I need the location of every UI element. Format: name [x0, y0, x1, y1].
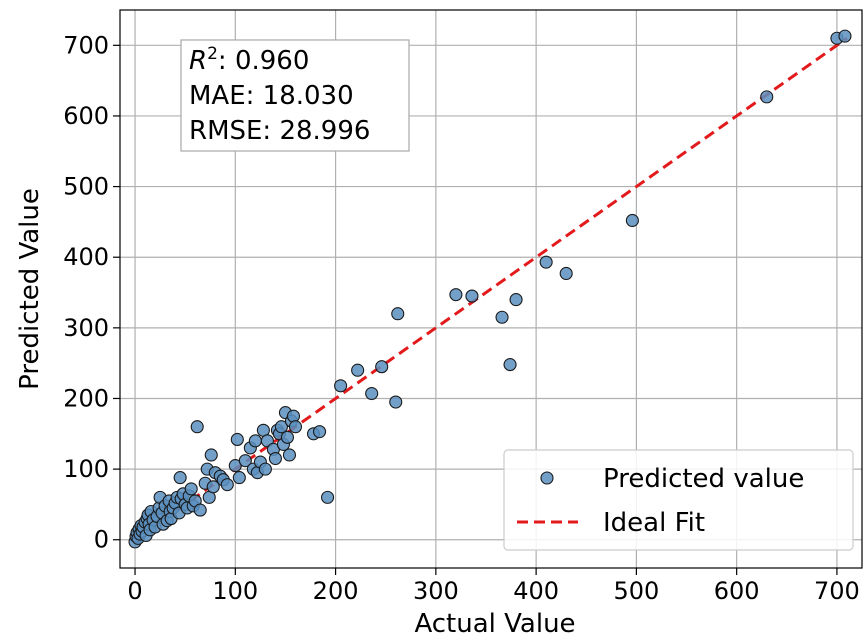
- data-point: [206, 480, 220, 494]
- legend-label-points: Predicted value: [603, 464, 804, 494]
- stats-r2: R2: 0.960: [189, 44, 309, 76]
- data-point: [280, 430, 295, 444]
- x-axis-label: Actual Value: [414, 609, 575, 639]
- data-point: [351, 363, 365, 377]
- y-tick-label: 400: [63, 243, 109, 271]
- data-point: [248, 434, 262, 448]
- data-point: [334, 379, 348, 393]
- stats-box: R2: 0.960 MAE: 18.030 RMSE: 28.996: [180, 39, 410, 152]
- y-tick-label: 600: [63, 102, 109, 130]
- y-tick-label: 200: [63, 384, 109, 412]
- data-point: [286, 409, 301, 423]
- data-point: [232, 471, 246, 485]
- points-layer: [128, 29, 852, 549]
- y-tick-label: 700: [63, 31, 109, 59]
- data-point: [838, 29, 852, 43]
- ideal-fit-layer: [134, 37, 848, 541]
- stats-mae: MAE: 18.030: [189, 81, 354, 111]
- x-tick-label: 300: [413, 577, 459, 605]
- data-point: [312, 425, 327, 439]
- data-point: [184, 482, 198, 496]
- data-point: [449, 288, 463, 302]
- data-point: [365, 386, 379, 401]
- data-point: [193, 503, 207, 517]
- x-ticks: 0 100 200 300 400 500 600 700: [127, 568, 860, 605]
- data-point: [173, 471, 187, 485]
- data-point: [509, 293, 523, 307]
- data-point: [230, 432, 244, 446]
- data-point: [503, 358, 517, 372]
- legend: Predicted value Ideal Fit: [503, 449, 854, 551]
- plot-frame: [119, 9, 863, 569]
- data-point: [389, 395, 403, 409]
- data-point: [321, 490, 335, 504]
- x-tick-label: 600: [714, 577, 760, 605]
- data-point: [190, 420, 204, 434]
- y-axis-label: Predicted Value: [15, 188, 45, 390]
- data-point: [375, 360, 389, 374]
- data-point: [495, 310, 509, 324]
- x-tick-label: 700: [814, 577, 860, 605]
- ideal-fit-line: [134, 37, 848, 541]
- stats-rmse: RMSE: 28.996: [189, 116, 370, 146]
- x-tick-label: 200: [313, 577, 359, 605]
- data-point: [268, 451, 282, 466]
- data-point: [282, 448, 297, 462]
- legend-label-ideal-fit: Ideal Fit: [603, 508, 705, 538]
- stats-r2-value: 0.960: [235, 46, 309, 76]
- y-tick-label: 500: [63, 173, 109, 201]
- data-point: [625, 213, 639, 228]
- y-tick-label: 0: [94, 526, 109, 554]
- data-point: [220, 478, 234, 492]
- x-tick-label: 500: [613, 577, 659, 605]
- data-point: [258, 462, 272, 476]
- x-tick-label: 100: [212, 577, 258, 605]
- data-point: [274, 420, 288, 434]
- x-tick-label: 0: [127, 577, 142, 605]
- data-point: [238, 454, 252, 468]
- x-tick-label: 400: [513, 577, 559, 605]
- data-point: [465, 289, 479, 303]
- data-point: [539, 255, 553, 269]
- data-point: [559, 266, 573, 281]
- data-point: [204, 448, 218, 462]
- data-point: [760, 90, 774, 104]
- data-point: [391, 307, 405, 321]
- legend-marker-points: [540, 471, 554, 485]
- y-ticks: 0 100 200 300 400 500 600 700: [63, 31, 120, 554]
- y-tick-label: 100: [63, 455, 109, 483]
- data-point: [288, 420, 303, 434]
- y-tick-label: 300: [63, 314, 109, 342]
- grid: [120, 10, 862, 568]
